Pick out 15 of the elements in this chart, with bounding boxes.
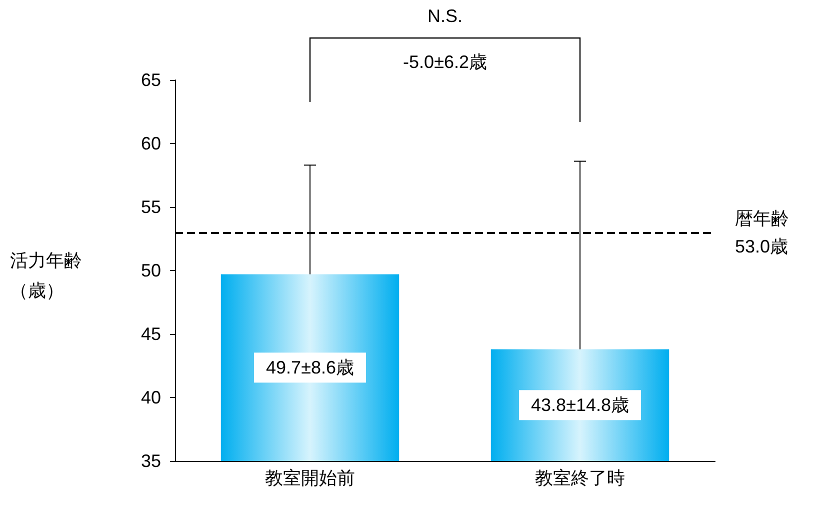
y-tick-label: 50 — [140, 260, 161, 280]
ref-line-label: 暦年齢53.0歳 — [735, 208, 789, 256]
y-tick-label: 40 — [140, 388, 161, 408]
y-tick-label: 55 — [140, 197, 161, 217]
x-tick-label: 教室開始前 — [265, 468, 355, 488]
y-tick-label: 65 — [140, 70, 161, 90]
data-label: 43.8±14.8歳 — [531, 395, 629, 416]
y-tick-label: 35 — [140, 451, 161, 471]
text: N.S. — [427, 6, 463, 26]
text: -5.0±6.2歳 — [403, 52, 487, 72]
y-axis-title: 活力年齢（歳） — [10, 250, 82, 300]
y-tick-label: 60 — [140, 134, 161, 154]
y-tick-label: 45 — [140, 324, 161, 344]
data-label: 49.7±8.6歳 — [266, 358, 354, 378]
x-tick-label: 教室終了時 — [535, 468, 625, 488]
